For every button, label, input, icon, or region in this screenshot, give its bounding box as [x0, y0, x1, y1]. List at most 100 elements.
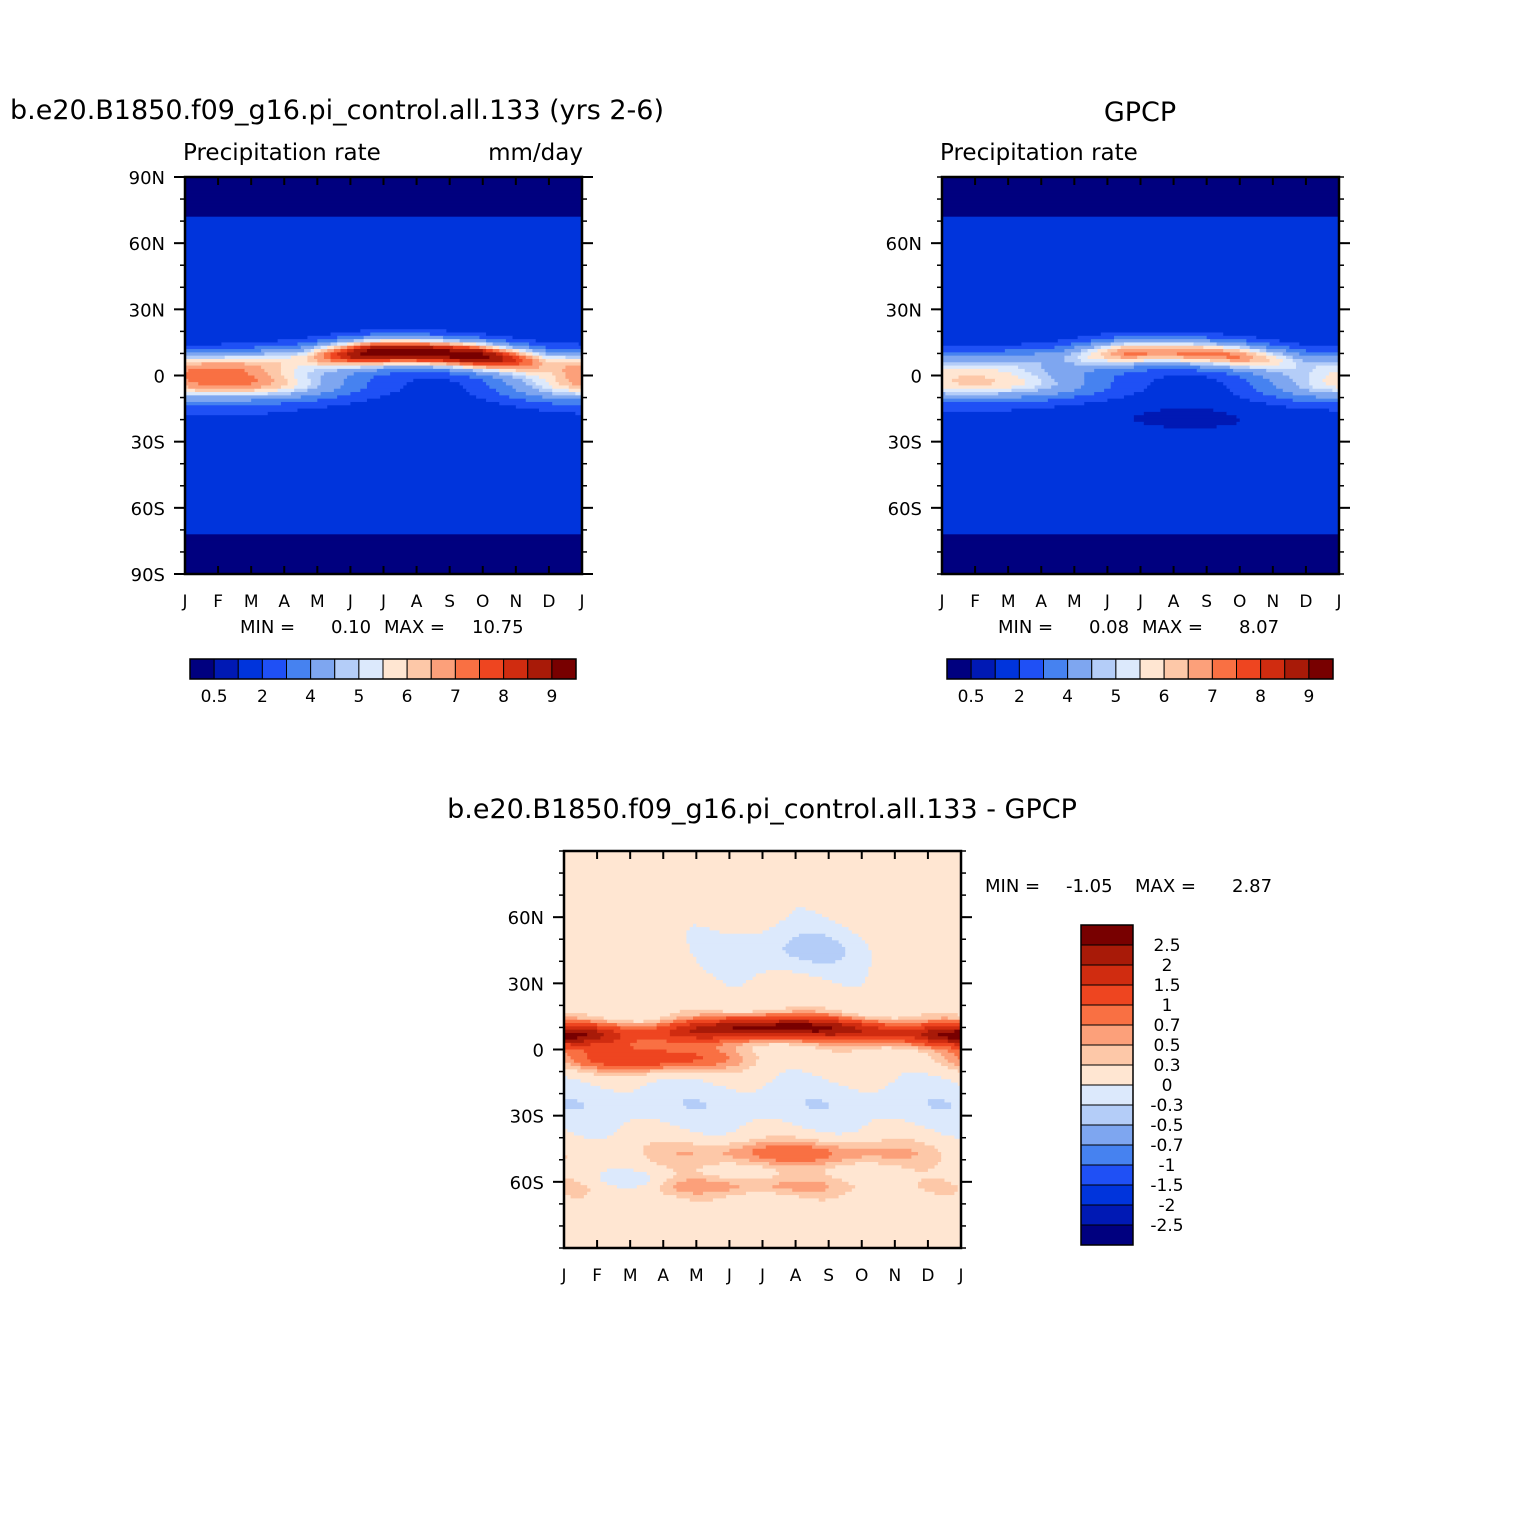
panel-model-cell: [466, 388, 497, 393]
panel-difference-cell: [792, 937, 833, 941]
panel-difference-cell: [580, 1066, 598, 1070]
panel-gpcp-cell: [1193, 342, 1218, 347]
panel-difference-cell: [779, 1181, 826, 1186]
panel-difference-cell: [564, 1052, 568, 1057]
panel-gpcp-cell: [1292, 398, 1340, 403]
panel-gpcp-cell: [1239, 418, 1340, 423]
panel-model-cell: [363, 335, 444, 340]
panel-model-cell: [532, 378, 547, 383]
panel-difference-cell: [679, 1125, 740, 1130]
panel-gpcp-cell: [1004, 349, 1066, 353]
panel-gpcp-cell: [1011, 388, 1039, 393]
panel-difference-cell: [564, 1152, 644, 1156]
panel-difference-cell: [927, 1019, 962, 1024]
panel-difference-cell: [957, 1082, 962, 1087]
panel-model-cell: [482, 349, 487, 353]
panel-model-units: mm/day: [488, 140, 583, 166]
panel-difference-cell: [742, 1069, 787, 1074]
panel-difference-cell: [851, 1016, 866, 1021]
panel-gpcp-cell: [1094, 368, 1148, 373]
panel-model-cell: [185, 405, 328, 410]
panel-gpcp-cell: [1209, 358, 1231, 363]
panel-gpcp-cell: [1312, 385, 1337, 390]
panel-model-xtick-label: J: [578, 592, 584, 612]
panel-difference-cell: [868, 943, 962, 948]
panel-difference-cell: [656, 1079, 704, 1084]
panel-gpcp-cell: [942, 497, 1340, 502]
panel-difference-cell: [914, 1168, 929, 1173]
panel-difference-cell: [716, 1046, 737, 1051]
panel-model-cell: [419, 339, 444, 344]
panel-model-cell: [452, 345, 471, 350]
panel-difference-cell: [831, 1026, 856, 1031]
panel-difference-cell: [564, 946, 691, 951]
panel-model-cell: [185, 362, 203, 367]
panel-gpcp-cell: [942, 220, 1340, 224]
panel-gpcp-cell: [942, 521, 1340, 525]
panel-gpcp-cell: [998, 392, 1059, 396]
panel-gpcp-colorbar-box: [1187, 658, 1213, 680]
panel-model-cell: [429, 342, 451, 347]
panel-difference-colorbar-label: 0.5: [1153, 1036, 1180, 1056]
panel-model-xtick-label: O: [476, 592, 489, 612]
panel-gpcp-colorbar-label: 4: [1062, 687, 1073, 707]
panel-gpcp-cell: [1276, 395, 1317, 400]
panel-difference-cell: [722, 1152, 754, 1156]
panel-gpcp-cell: [942, 550, 1340, 555]
panel-model-cell: [317, 362, 385, 367]
panel-model-cell: [185, 501, 583, 506]
panel-difference-cell: [564, 953, 694, 958]
panel-model-cell: [185, 289, 583, 294]
panel-difference-cell: [951, 1181, 962, 1186]
panel-gpcp-cell: [1229, 365, 1251, 370]
panel-difference-cell: [656, 1161, 721, 1166]
panel-difference-cell: [650, 1158, 750, 1163]
panel-gpcp-colorbar-box: [1091, 658, 1117, 680]
panel-model-cell: [314, 349, 322, 353]
panel-model-cell: [185, 557, 583, 562]
panel-gpcp-cell: [1153, 378, 1218, 383]
panel-gpcp-cell: [1226, 355, 1241, 360]
panel-gpcp-colorbar-box: [1284, 658, 1310, 680]
panel-gpcp-cell: [1282, 352, 1300, 357]
panel-model-cell: [185, 183, 583, 188]
panel-gpcp-cell: [1054, 378, 1085, 383]
panel-difference-cell: [564, 1049, 585, 1054]
panel-gpcp-cell: [1034, 352, 1072, 357]
panel-difference-cell: [564, 1082, 592, 1087]
panel-gpcp-colorbar-label: 7: [1207, 687, 1218, 707]
panel-model-cell: [185, 299, 583, 304]
panel-difference-cell: [957, 1069, 962, 1074]
panel-model-cell: [317, 352, 325, 357]
panel-difference-cell: [570, 1056, 588, 1061]
panel-difference-cell: [726, 1016, 840, 1021]
panel-gpcp-cell: [1272, 352, 1284, 357]
panel-gpcp-cell: [942, 286, 1340, 291]
panel-model-cell: [370, 342, 431, 347]
panel-difference-cell: [861, 1125, 926, 1130]
panel-difference-cell: [927, 1168, 962, 1173]
panel-difference-cell: [564, 1148, 644, 1153]
panel-model-cell: [290, 392, 322, 396]
panel-difference-cell: [669, 1122, 747, 1127]
panel-difference-cell: [927, 1072, 962, 1077]
panel-gpcp-cell: [1226, 385, 1254, 390]
panel-gpcp-cell: [1256, 388, 1284, 393]
panel-model-cell: [330, 358, 348, 363]
panel-gpcp-max-value: 8.07: [1239, 617, 1279, 638]
panel-model-cell: [333, 388, 361, 393]
panel-difference-xtick-label: O: [855, 1266, 868, 1286]
panel-gpcp-cell: [942, 282, 1340, 287]
panel-difference-cell: [564, 1105, 585, 1110]
panel-model-colorbar-box: [454, 658, 481, 680]
panel-difference-cell: [686, 1105, 707, 1110]
panel-gpcp-cell: [1123, 395, 1241, 400]
panel-model-cell: [370, 345, 434, 350]
panel-difference-cell: [828, 1155, 863, 1160]
panel-gpcp-cell: [1223, 345, 1241, 350]
panel-difference-cell: [564, 874, 962, 879]
panel-difference-cell: [564, 1191, 588, 1196]
panel-difference-cell: [686, 1019, 721, 1024]
panel-gpcp-ytick-label: 60N: [886, 234, 922, 255]
panel-model-cell: [360, 388, 401, 393]
